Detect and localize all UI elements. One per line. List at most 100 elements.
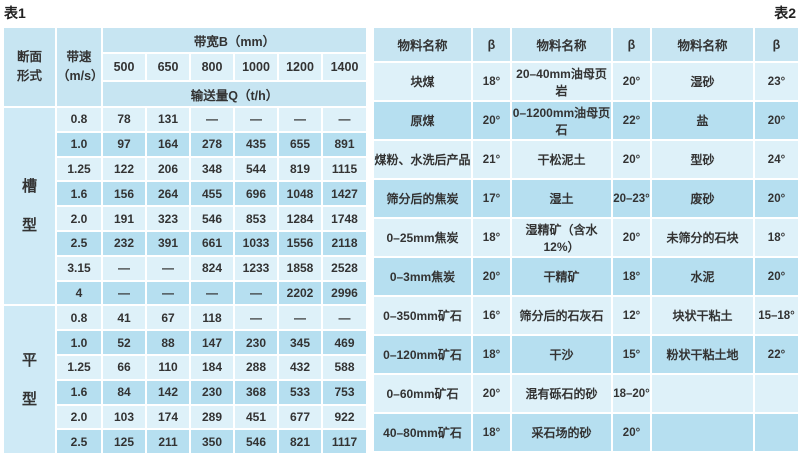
material-name-cell: 水泥 <box>650 256 755 297</box>
table1-row: 2.0 191 323 546 853 1284 1748 <box>3 205 369 232</box>
material-name-cell: 粉状干粘土地 <box>650 334 755 375</box>
capacity-cell: 368 <box>233 378 279 406</box>
capacity-cell: 206 <box>145 155 191 183</box>
beta-value-cell: 23° <box>753 61 800 102</box>
beta-value-cell: 20° <box>753 178 800 219</box>
capacity-cell: — <box>233 304 279 332</box>
capacity-cell: 67 <box>145 304 191 332</box>
beta-value-cell: 18–20° <box>611 373 652 414</box>
capacity-cell: 147 <box>189 329 235 356</box>
material-name-cell: 40–80mm矿石 <box>372 412 473 453</box>
capacity-cell: 164 <box>145 130 191 158</box>
capacity-cell: 824 <box>189 254 235 282</box>
capacity-cell: 661 <box>189 229 235 257</box>
capacity-cell: — <box>101 279 147 307</box>
capacity-cell: 345 <box>277 329 323 356</box>
capacity-cell: — <box>145 254 191 282</box>
material-name-cell: 原煤 <box>372 100 473 141</box>
capacity-cell: 1033 <box>233 229 279 257</box>
beta-value-cell: 22° <box>753 334 800 375</box>
capacity-cell: 677 <box>277 403 323 431</box>
capacity-cell: 753 <box>320 378 369 406</box>
capacity-cell: 88 <box>145 329 191 356</box>
capacity-cell: 1748 <box>320 205 369 232</box>
material-name-header: 物料名称 <box>372 26 473 63</box>
material-name-cell: 0–350mm矿石 <box>372 295 473 336</box>
capacity-cell: 435 <box>233 130 279 158</box>
capacity-cell: 819 <box>277 155 323 183</box>
belt-width-value: 500 <box>101 52 147 82</box>
table2-row: 0–120mm矿石 18° 干沙 15° 粉状干粘土地 22° <box>372 334 800 375</box>
capacity-cell: 97 <box>101 130 147 158</box>
material-name-cell: 盐 <box>650 100 755 141</box>
capacity-cell: 66 <box>101 353 147 381</box>
capacity-cell: 348 <box>189 155 235 183</box>
beta-value-cell: 18° <box>471 334 512 375</box>
capacity-cell: 232 <box>101 229 147 257</box>
beta-value-cell: 18° <box>753 217 800 258</box>
belt-speed-cell: 1.25 <box>55 155 103 183</box>
material-angle-table: 物料名称 β 物料名称 β 物料名称 β 块煤 18° 20–40mm油母页岩 20° 湿砂 23°… <box>372 26 800 453</box>
material-name-cell <box>650 412 755 453</box>
belt-speed-cell: 2.0 <box>55 403 103 431</box>
capacity-cell: 156 <box>101 180 147 208</box>
capacity-cell: 125 <box>101 428 147 456</box>
table2-row: 原煤 20° 0–1200mm油母页石 22° 盐 20° <box>372 100 800 141</box>
beta-value-cell: 22° <box>611 100 652 141</box>
beta-value-cell: 20° <box>611 412 652 453</box>
belt-width-header: 带宽B（mm） <box>100 26 369 54</box>
capacity-cell: 174 <box>145 403 191 431</box>
section-type-char: 平 <box>21 351 37 369</box>
capacity-cell: 696 <box>233 180 279 208</box>
material-name-cell: 采石场的砂 <box>510 412 613 453</box>
capacity-cell: — <box>320 304 369 332</box>
belt-speed-cell: 2.5 <box>55 428 103 456</box>
capacity-cell: — <box>233 279 279 307</box>
material-name-cell: 0–60mm矿石 <box>372 373 473 414</box>
capacity-cell: 455 <box>189 180 235 208</box>
table1-row: 4— — — —2202 2996 <box>3 279 369 307</box>
beta-value-cell: 17° <box>471 178 512 219</box>
section-type-char: 型 <box>21 217 37 235</box>
beta-value-cell <box>753 412 800 453</box>
capacity-cell: — <box>189 106 235 133</box>
beta-value-cell: 20° <box>753 100 800 141</box>
capacity-cell: 546 <box>189 205 235 232</box>
capacity-cell: 2118 <box>320 229 369 257</box>
belt-width-value: 1000 <box>233 52 279 82</box>
capacity-cell: 52 <box>101 329 147 356</box>
material-name-cell: 湿土 <box>510 178 613 219</box>
belt-speed-cell: 2.0 <box>55 205 103 232</box>
capacity-cell: 432 <box>277 353 323 381</box>
beta-value-cell: 15–18° <box>753 295 800 336</box>
material-name-cell: 湿精矿（含水12%） <box>510 217 613 258</box>
beta-value-cell <box>753 373 800 414</box>
material-name-cell: 废砂 <box>650 178 755 219</box>
beta-value-cell: 18° <box>471 412 512 453</box>
beta-value-cell: 18° <box>471 61 512 102</box>
capacity-cell: 230 <box>189 378 235 406</box>
capacity-cell: 103 <box>101 403 147 431</box>
capacity-cell: 230 <box>233 329 279 356</box>
beta-header: β <box>753 26 800 63</box>
capacity-cell: 211 <box>145 428 191 456</box>
material-name-cell: 0–25mm焦炭 <box>372 217 473 258</box>
belt-speed-cell: 0.8 <box>55 106 103 133</box>
belt-speed-cell: 1.25 <box>55 353 103 381</box>
material-name-header: 物料名称 <box>650 26 755 63</box>
material-name-cell: 混有砾石的砂 <box>510 373 613 414</box>
material-name-cell: 干松泥土 <box>510 139 613 180</box>
belt-width-value: 650 <box>145 52 191 82</box>
table2-row: 0–25mm焦炭 18° 湿精矿（含水12%） 20° 未筛分的石块 18° <box>372 217 800 258</box>
beta-header: β <box>611 26 652 63</box>
table1-body: 槽型 0.8 78 131— — — —1.0 97 164 278 435 655 891 1.25 12… <box>2 105 369 456</box>
material-name-cell: 干沙 <box>510 334 613 375</box>
belt-speed-cell: 1.0 <box>55 329 103 356</box>
table1-row: 2.5 125 211 350 546 821 1117 <box>3 428 369 456</box>
belt-capacity-section: 表1 断面 形式 带速 （m/s） 带宽B（mm） 500 650 <box>2 3 369 456</box>
section-type-char: 型 <box>21 390 37 408</box>
table1-row: 2.5 232 391 661 1033 1556 2118 <box>3 229 369 257</box>
beta-value-cell: 18° <box>471 217 512 258</box>
capacity-cell: — <box>320 106 369 133</box>
table1-row: 1.25 66 110 184 288 432 588 <box>3 353 369 381</box>
